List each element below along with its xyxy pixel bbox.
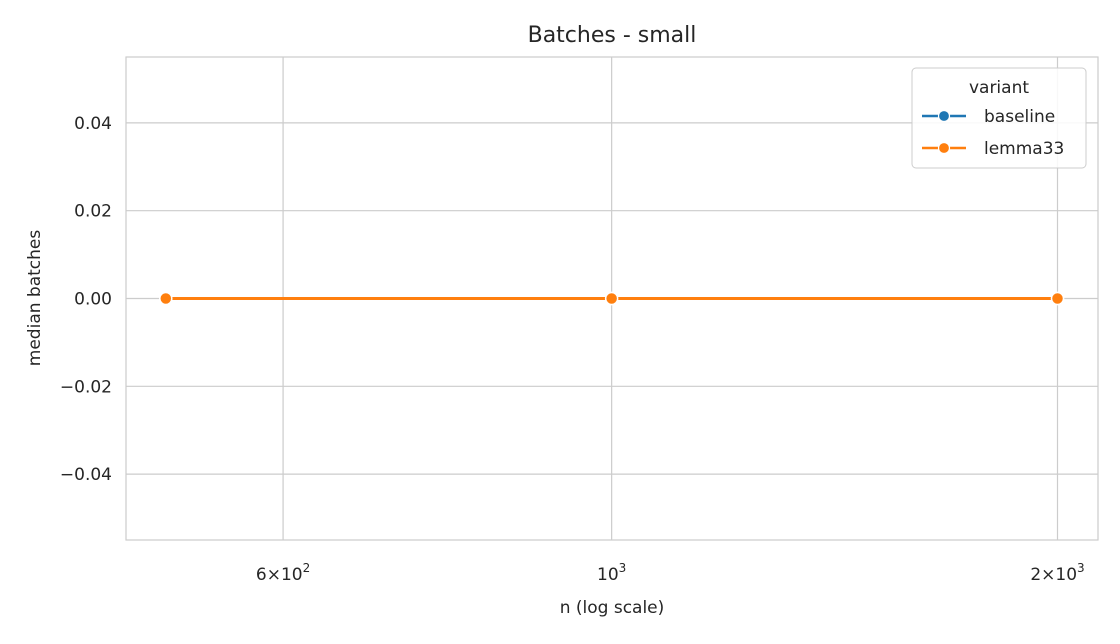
y-tick-label: 0.04 xyxy=(74,114,112,134)
legend-item-lemma33: lemma33 xyxy=(922,139,1064,159)
x-tick-label: 6×102 xyxy=(256,561,310,585)
y-tick-label: −0.04 xyxy=(60,465,112,485)
y-tick-label: 0.00 xyxy=(74,290,112,310)
legend-label-baseline: baseline xyxy=(984,107,1055,127)
series-lines xyxy=(159,291,1065,306)
x-tick-labels: 6×102 103 2×103 xyxy=(256,561,1085,585)
y-axis-label: median batches xyxy=(25,230,45,367)
legend-item-baseline: baseline xyxy=(922,107,1055,127)
x-tick-label: 103 xyxy=(597,561,626,585)
data-point-lemma33 xyxy=(604,291,619,306)
y-tick-label: 0.02 xyxy=(74,202,112,222)
data-point-lemma33 xyxy=(159,291,173,306)
legend: variant baseline lemma33 xyxy=(911,67,1087,169)
x-tick-label: 2×103 xyxy=(1030,561,1084,585)
data-point-lemma33 xyxy=(1050,291,1065,306)
legend-title: variant xyxy=(969,78,1029,98)
legend-marker-baseline xyxy=(937,109,951,123)
legend-box xyxy=(911,67,1087,169)
legend-marker-lemma33 xyxy=(937,141,951,155)
y-tick-labels: 0.04 0.02 0.00 −0.02 −0.04 xyxy=(60,114,112,485)
plot-frame xyxy=(125,56,1099,541)
x-axis-label: n (log scale) xyxy=(560,598,665,618)
y-tick-label: −0.02 xyxy=(60,377,112,397)
legend-label-lemma33: lemma33 xyxy=(984,139,1064,159)
chart-title: Batches - small xyxy=(528,23,697,48)
